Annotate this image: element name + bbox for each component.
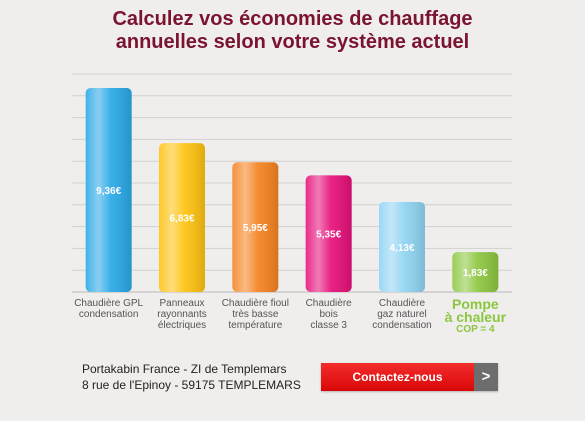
tick-label: Chaudière GPL condensation [74, 298, 144, 320]
data-label: 5,35€ [316, 230, 341, 241]
page-title: Calculez vos économies de chauffage annu… [30, 8, 555, 54]
data-label: 5,95€ [243, 223, 268, 234]
tick-label: Chaudière fioul très basse température [221, 298, 289, 331]
bar-gloss [379, 201, 425, 292]
bar-gloss [85, 87, 132, 293]
bars [85, 87, 499, 293]
tick-label-sub: COP = 4 [456, 324, 495, 335]
data-label: 9,36€ [96, 186, 121, 197]
contact-button[interactable]: Contactez-nous > [321, 363, 498, 391]
title-line-1: Calculez vos économies de chauffage [112, 8, 473, 30]
arrow-right-icon: > [474, 363, 498, 391]
data-label: 6,83€ [169, 214, 194, 225]
data-label: 4,13€ [389, 243, 414, 254]
bar-gloss [232, 162, 279, 292]
value-labels: 9,36€ 6,83€ 5,95€ 5,35€ 4,13€ 1,83€ [96, 186, 488, 279]
title-line-2: annuelles selon votre système actuel [115, 31, 470, 53]
tick-label: Pompe à chaleur COP = 4 [429, 297, 521, 335]
tick-label: Panneaux rayonnants électriques [157, 298, 207, 331]
bar-gloss [159, 143, 205, 292]
company-line-1: Portakabin France - ZI de Templemars [82, 362, 287, 376]
grid-lines [72, 73, 512, 293]
tick-label: Chaudière bois classe 3 [305, 298, 352, 331]
bar-gloss [452, 252, 499, 292]
tick-label: Chaudière gaz naturel condensation [372, 298, 432, 331]
data-label: 1,83€ [463, 268, 488, 279]
company-address: Portakabin France - ZI de Templemars 8 r… [82, 361, 301, 393]
contact-button-label: Contactez-nous [321, 363, 474, 391]
bar-gloss [305, 175, 352, 292]
company-line-2: 8 rue de l'Epinoy - 59175 TEMPLEMARS [82, 378, 301, 392]
